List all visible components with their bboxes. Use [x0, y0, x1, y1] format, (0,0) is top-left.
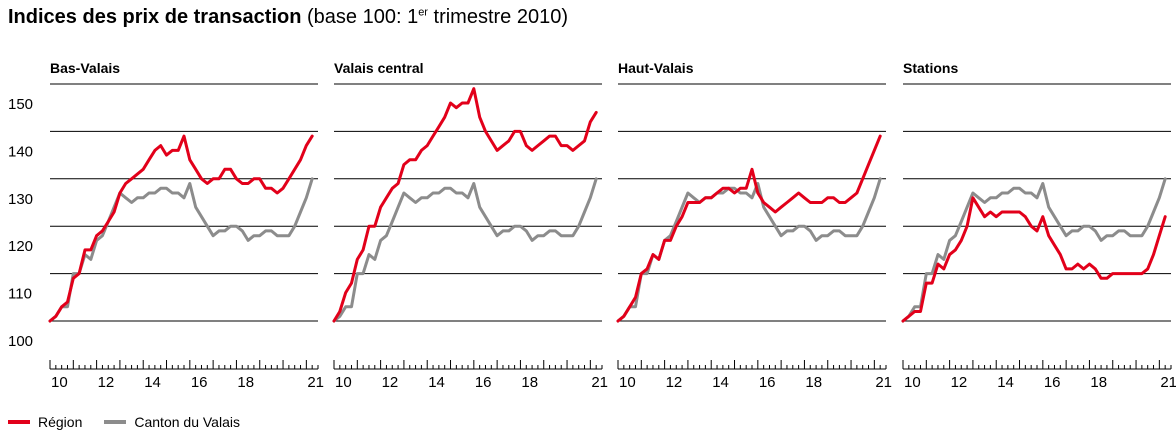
y-tick-label: 140: [8, 143, 33, 160]
series-line-region: [332, 87, 598, 323]
x-tick-label: 21: [591, 374, 608, 391]
legend-item-canton: Canton du Valais: [104, 414, 240, 430]
legend-label-region: Région: [38, 414, 83, 430]
x-tick-label: 10: [904, 374, 921, 391]
legend-item-region: Région: [8, 414, 82, 430]
x-tick-label: 16: [191, 374, 208, 391]
x-tick-label: 14: [144, 374, 161, 391]
x-tick-label: 12: [382, 374, 399, 391]
title-prefix: (base 100: 1: [301, 6, 419, 28]
x-tick-label: 14: [712, 374, 729, 391]
x-tick-label: 18: [1090, 374, 1107, 391]
panel-title: Haut-Valais: [618, 60, 694, 76]
title-suffix: trimestre 2010): [427, 6, 569, 28]
title-superscript: er: [418, 6, 428, 19]
chart-title: Indices des prix de transaction (base 10…: [8, 6, 568, 29]
legend: Région Canton du Valais: [8, 414, 262, 430]
y-tick-label: 130: [8, 191, 33, 208]
series-line-canton: [332, 177, 598, 323]
legend-swatch-region: [8, 420, 30, 424]
series-line-canton: [901, 177, 1167, 323]
x-tick-label: 18: [521, 374, 538, 391]
x-tick-label: 18: [805, 374, 822, 391]
y-tick-label: 120: [8, 238, 33, 255]
legend-label-canton: Canton du Valais: [134, 414, 240, 430]
series-line-canton: [48, 177, 314, 323]
series-line-canton: [616, 177, 882, 323]
series-line-region: [616, 134, 882, 323]
x-tick-label: 16: [475, 374, 492, 391]
x-tick-label: 12: [951, 374, 968, 391]
x-tick-label: 10: [335, 374, 352, 391]
series-line-region: [901, 196, 1167, 323]
x-tick-label: 14: [997, 374, 1014, 391]
x-tick-label: 10: [619, 374, 636, 391]
x-tick-label: 16: [759, 374, 776, 391]
legend-swatch-canton: [104, 420, 127, 424]
panel-title: Bas-Valais: [50, 60, 120, 76]
title-main: Indices des prix de transaction: [8, 6, 302, 28]
y-tick-label: 100: [8, 333, 33, 350]
x-tick-label: 12: [98, 374, 115, 391]
x-tick-label: 21: [307, 374, 324, 391]
panel-title: Stations: [903, 60, 958, 76]
x-tick-label: 12: [666, 374, 683, 391]
x-tick-label: 21: [875, 374, 892, 391]
y-tick-label: 110: [8, 286, 32, 303]
x-tick-label: 10: [51, 374, 68, 391]
x-tick-label: 14: [428, 374, 445, 391]
y-tick-label: 150: [8, 96, 33, 113]
series-line-region: [48, 134, 314, 323]
x-tick-label: 16: [1044, 374, 1061, 391]
panel-title: Valais central: [334, 60, 424, 76]
x-tick-label: 18: [237, 374, 254, 391]
x-tick-label: 21: [1160, 374, 1176, 391]
